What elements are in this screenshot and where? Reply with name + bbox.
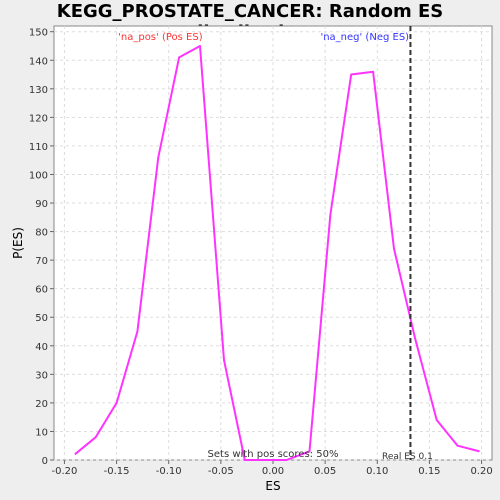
y-tick-label: 30 [35, 370, 48, 381]
y-tick-label: 80 [35, 228, 48, 239]
y-tick-label: 120 [29, 113, 48, 124]
sets-pos-scores-label: Sets with pos scores: 50% [208, 449, 339, 460]
y-axis: 0 10 20 30 40 50 60 70 80 90 100 110 120 130 140 150 [29, 28, 54, 467]
y-tick-label: 50 [35, 313, 48, 324]
y-tick-label: 20 [35, 399, 48, 410]
y-axis-label: P(ES) [11, 227, 25, 259]
y-tick-label: 10 [35, 427, 48, 438]
x-tick-label: 0.10 [366, 466, 388, 477]
y-tick-label: 150 [29, 28, 48, 39]
x-tick-label: -0.10 [156, 466, 182, 477]
real-es-label: Real ES 0.1 [382, 452, 433, 462]
x-axis-label: ES [265, 479, 280, 493]
y-tick-label: 110 [29, 142, 48, 153]
y-tick-label: 100 [29, 170, 48, 181]
x-tick-label: -0.15 [104, 466, 130, 477]
y-tick-label: 70 [35, 256, 48, 267]
x-axis: -0.20 -0.15 -0.10 -0.05 0.00 0.05 0.10 0.15 0.20 [51, 460, 493, 477]
x-tick-label: 0.20 [470, 466, 492, 477]
grid [54, 26, 492, 461]
x-tick-label: 0.05 [314, 466, 336, 477]
y-tick-label: 130 [29, 85, 48, 96]
y-tick-label: 60 [35, 285, 48, 296]
y-tick-label: 90 [35, 199, 48, 210]
y-tick-label: 140 [29, 56, 48, 67]
x-tick-label: -0.05 [208, 466, 234, 477]
x-tick-label: 0.15 [418, 466, 440, 477]
x-tick-label: -0.20 [51, 466, 77, 477]
neg-es-label: 'na_neg' (Neg ES) [320, 32, 409, 43]
y-tick-label: 0 [42, 456, 48, 467]
y-tick-label: 40 [35, 342, 48, 353]
pos-es-label: 'na_pos' (Pos ES) [118, 32, 203, 43]
x-tick-label: 0.00 [262, 466, 284, 477]
